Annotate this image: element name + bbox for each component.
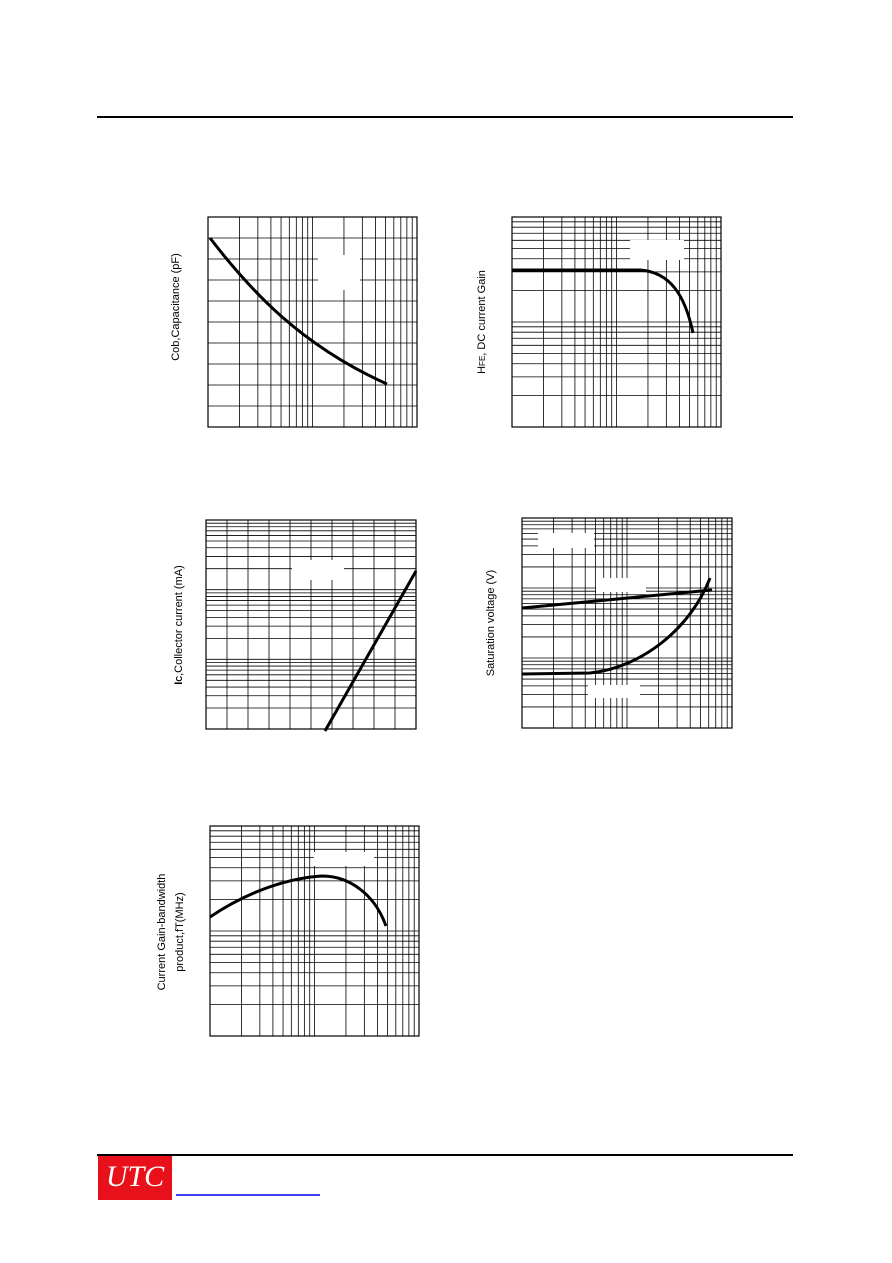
label-subscript: C [175, 676, 184, 682]
logo: UTC [106, 1160, 165, 1193]
logo-box [98, 1156, 172, 1200]
plot-frame [521, 517, 733, 729]
curve [512, 268, 695, 334]
y-axis-label: Cob,Capacitance (pF) [170, 253, 182, 361]
plot-frame [207, 216, 418, 428]
y-axis-label: Saturation voltage (V) [485, 570, 497, 676]
y-axis-label: IC,Collector current (mA) [173, 565, 185, 684]
y-axis-label: HFE, DC current Gain [476, 270, 488, 374]
curve [323, 570, 418, 732]
curve [521, 577, 712, 676]
legend-patch [318, 255, 360, 290]
grids [205, 216, 733, 1037]
label-part: I [173, 682, 185, 685]
plot-frame [205, 519, 417, 730]
label-part: H [476, 366, 488, 374]
legend-patch [588, 685, 640, 698]
curve [521, 588, 713, 610]
legend-patch [292, 560, 344, 580]
label-part: ,Collector current (mA) [173, 565, 185, 676]
label-part: , DC current Gain [476, 270, 488, 356]
plot-frame [209, 825, 420, 1037]
legend-patch [314, 852, 374, 866]
legend-patch [596, 578, 646, 592]
y-axis-label: product,fT(MHz) [174, 892, 186, 971]
label-subscript: FE [478, 356, 487, 366]
curve [208, 237, 388, 386]
plot-frame [511, 216, 722, 428]
y-axis-label: Current Gain-bandwidth [156, 874, 168, 991]
legend-patch [538, 533, 594, 548]
curve [209, 874, 388, 927]
legend-patch [630, 240, 684, 260]
